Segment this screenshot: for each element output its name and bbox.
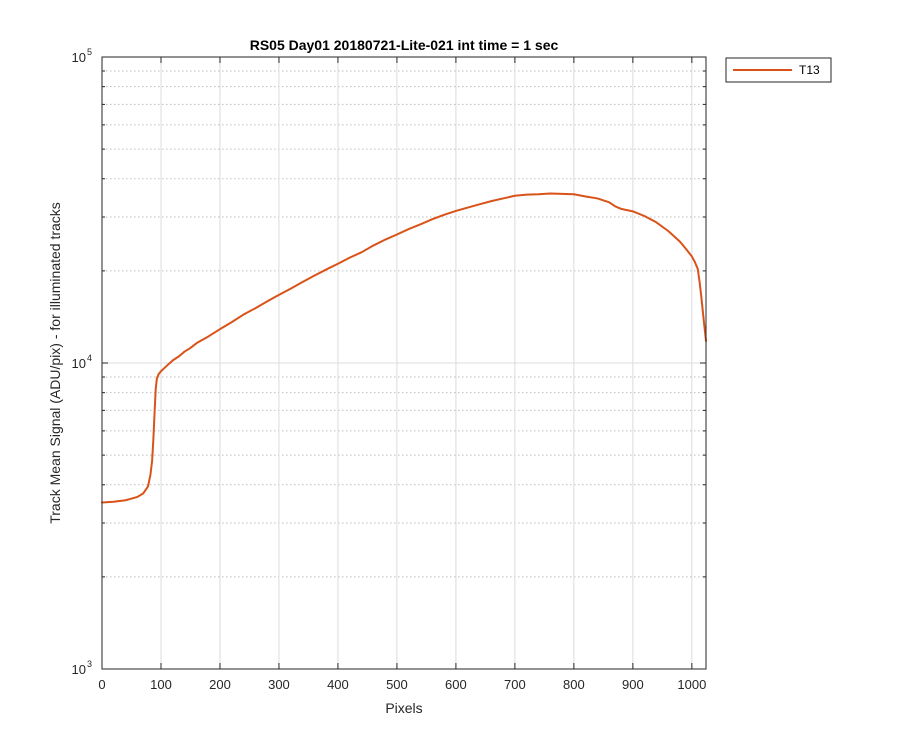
axis-ticks (101, 56, 706, 670)
x-tick-label: 400 (327, 677, 349, 692)
series-line-t13 (101, 192, 707, 504)
y-tick-label-base: 10 (72, 50, 86, 65)
y-tick-label-base: 10 (72, 356, 86, 371)
x-tick-label: 0 (98, 677, 105, 692)
legend[interactable]: T13 (725, 57, 832, 83)
minor-gridlines (102, 70, 706, 578)
x-tick-label: 300 (268, 677, 290, 692)
y-tick-label: 10 5 (72, 47, 92, 65)
series-layer (101, 192, 707, 504)
y-tick-label: 10 4 (72, 353, 92, 371)
x-tick-label: 500 (386, 677, 408, 692)
plot-area (101, 56, 707, 670)
y-tick-label-exponent: 4 (87, 353, 92, 363)
y-tick-label-exponent: 3 (87, 659, 92, 669)
x-tick-label: 900 (622, 677, 644, 692)
x-tick-label: 200 (209, 677, 231, 692)
x-tick-label: 100 (150, 677, 172, 692)
y-tick-label-base: 10 (72, 662, 86, 677)
x-axis-label: Pixels (385, 700, 422, 716)
y-axis-label: Track Mean Signal (ADU/pix) - for illumi… (47, 202, 63, 524)
x-tick-label: 700 (504, 677, 526, 692)
x-tick-label: 1000 (677, 677, 706, 692)
x-tick-label: 600 (445, 677, 467, 692)
y-tick-label: 10 3 (72, 659, 92, 677)
y-tick-label-exponent: 5 (87, 47, 92, 57)
chart-title: RS05 Day01 20180721-Lite-021 int time = … (250, 37, 559, 53)
x-tick-labels: 0 100 200 300 400 500 600 700 800 900 1000 (98, 677, 706, 692)
x-tick-label: 800 (563, 677, 585, 692)
legend-label-t13: T13 (799, 63, 820, 77)
